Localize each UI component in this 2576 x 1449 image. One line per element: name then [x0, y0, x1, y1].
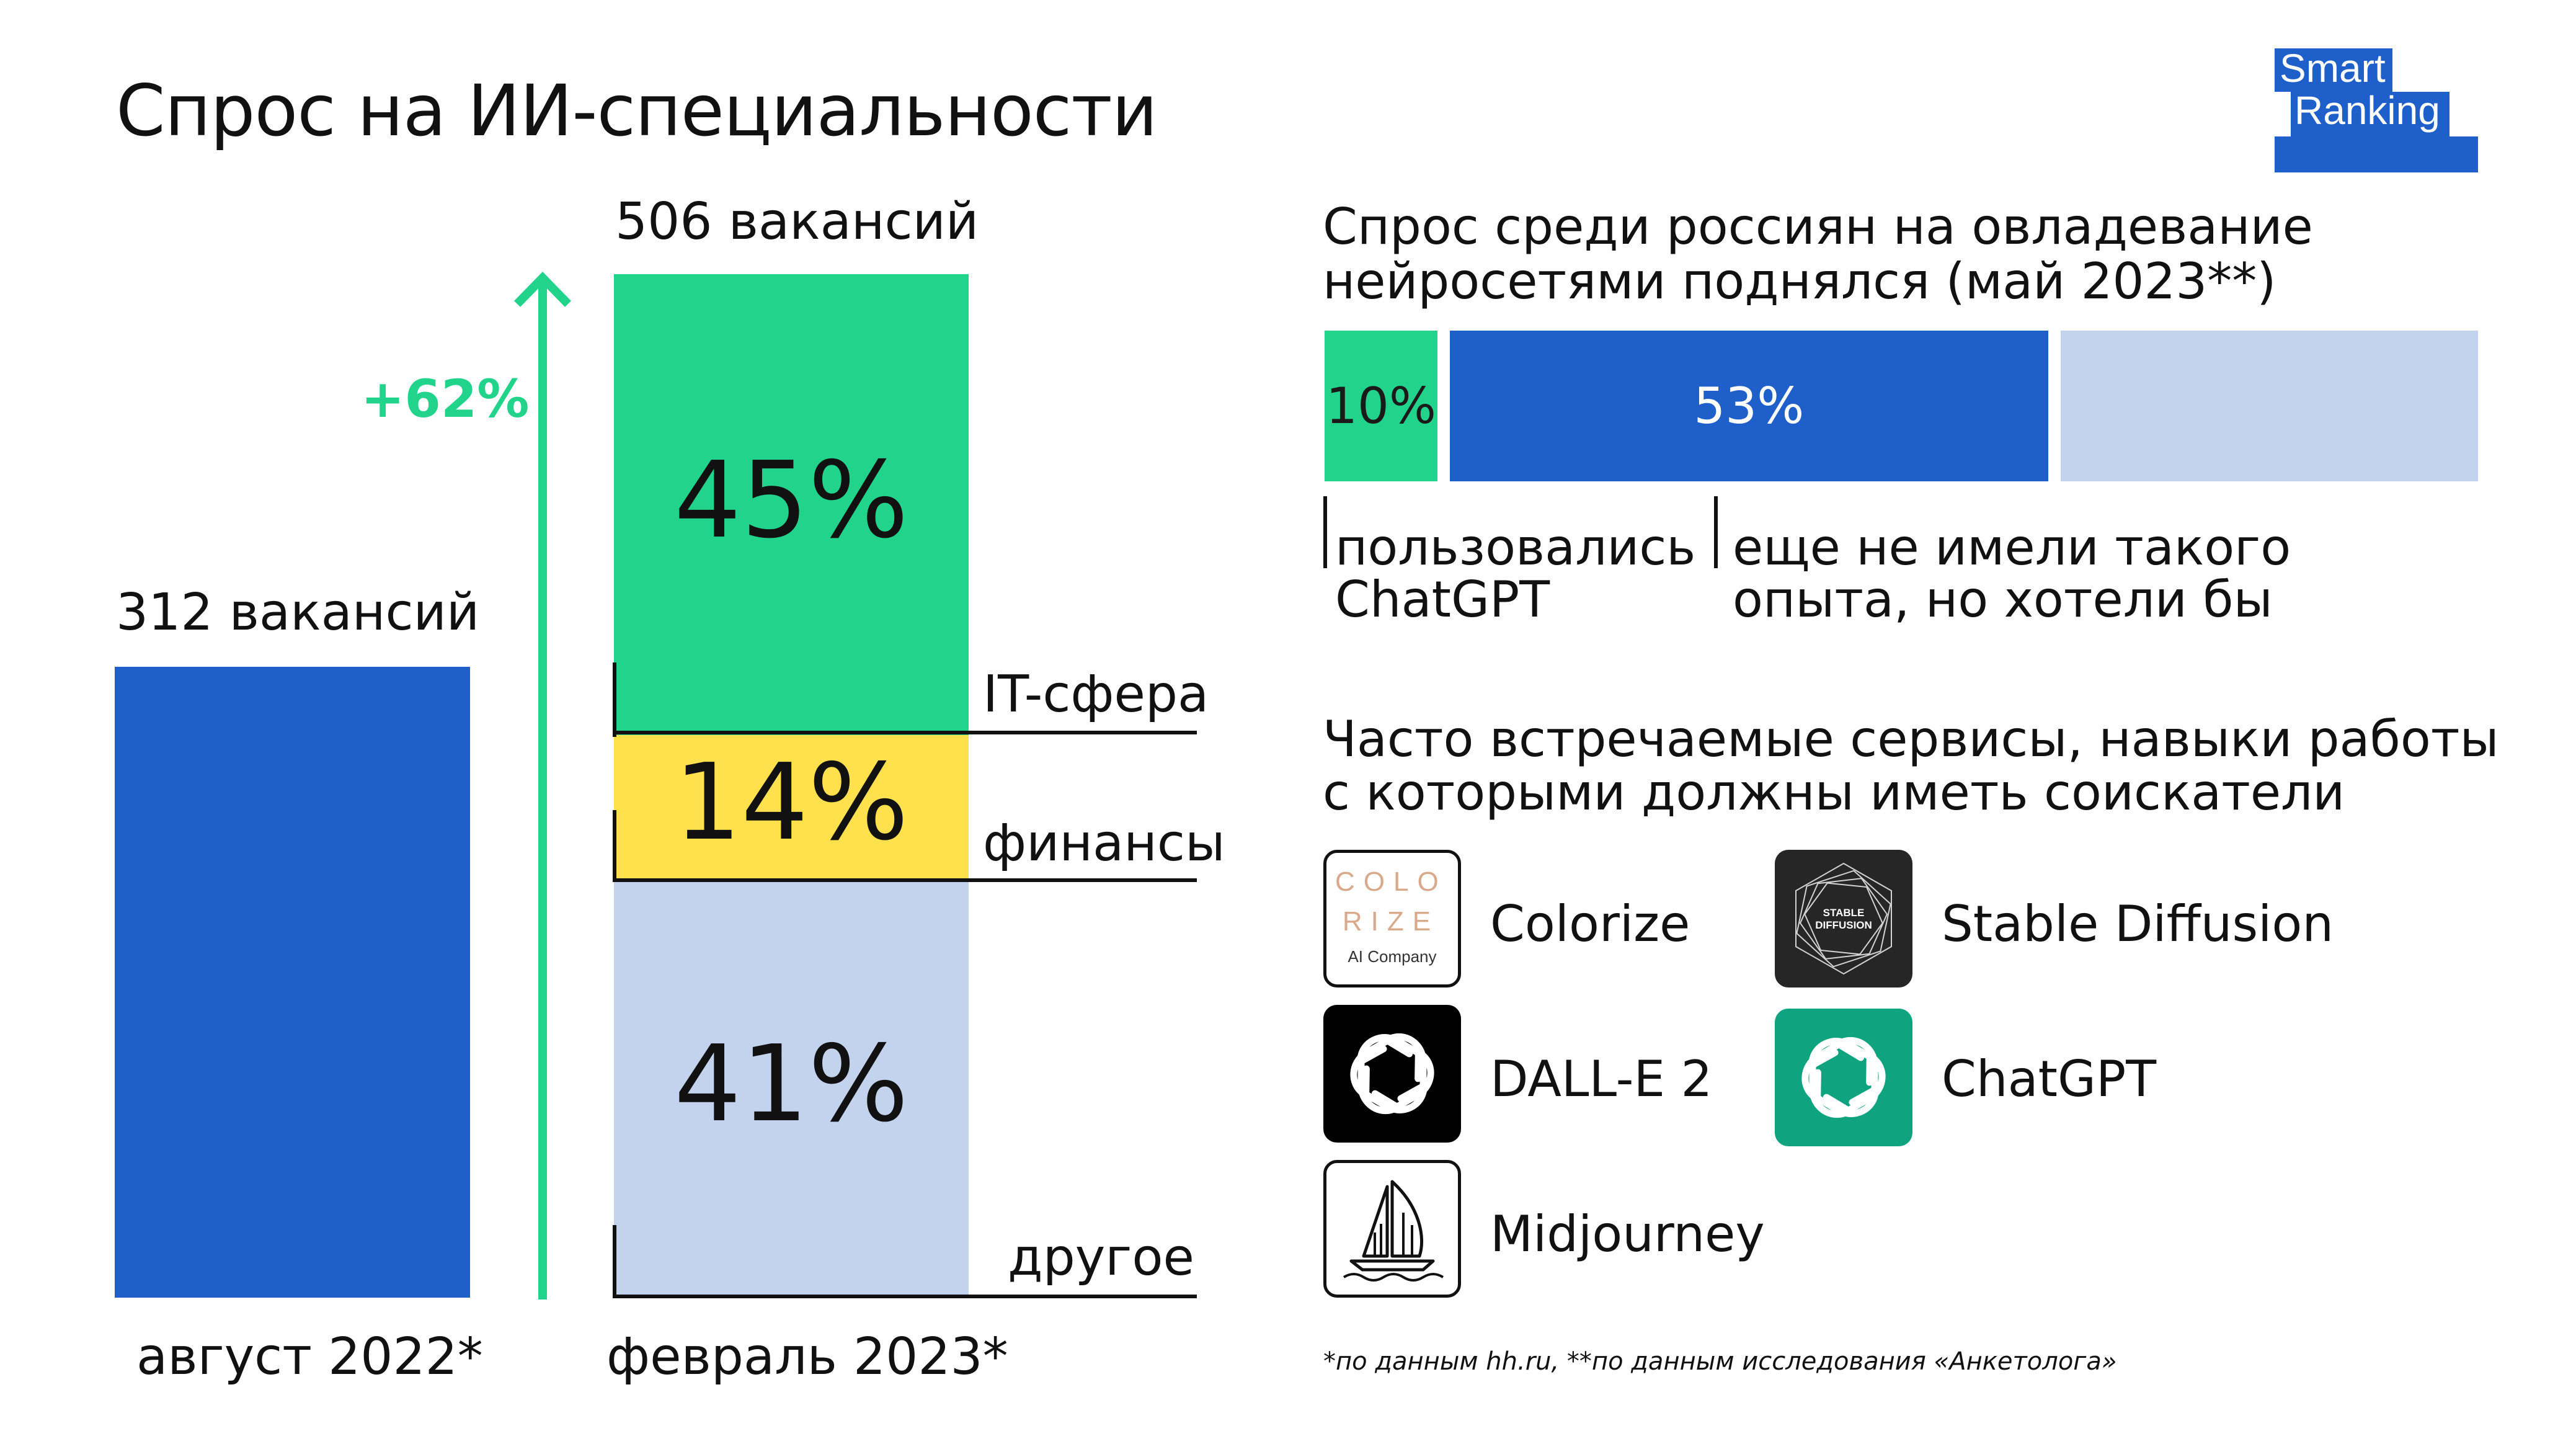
segment-it-pct: 45%	[674, 439, 908, 563]
segment-it: 45%	[614, 274, 969, 735]
survey-segment-label-2: 53%	[1694, 377, 1805, 435]
services-heading-line1: Часто встречаемые сервисы, навыки работы	[1323, 710, 2499, 768]
leader-tick-other	[613, 1225, 616, 1298]
survey-segment-label-1: 10%	[1326, 377, 1436, 435]
service-name-midjourney: Midjourney	[1490, 1205, 1765, 1263]
colorize-logo-text-1: COLO	[1335, 867, 1447, 897]
logo-line1: Smart	[2280, 46, 2386, 91]
service-name-chatgpt: ChatGPT	[1942, 1050, 2157, 1108]
segment-label-used-line1: пользовались	[1335, 519, 1696, 576]
bar-february-2023: 45% 14% 41%	[614, 274, 969, 1298]
survey-segment-1: 10%	[1325, 331, 1437, 481]
leader-line-other	[613, 1295, 1197, 1298]
segment-finance-pct: 14%	[674, 741, 908, 864]
stable-diffusion-logo-icon: STABLE DIFFUSION	[1775, 850, 1912, 988]
survey-segment-3	[2060, 331, 2478, 481]
segment-other-pct: 41%	[674, 1022, 908, 1146]
colorize-logo-text-2: RIZE	[1342, 906, 1440, 937]
category-label-aug: август 2022*	[136, 1327, 483, 1386]
sd-logo-text-2: DIFFUSION	[1815, 919, 1872, 931]
segment-label-want-line2: опыта, но хотели бы	[1733, 571, 2273, 628]
segment-label-other: другое	[1008, 1228, 1194, 1287]
growth-arrow-icon	[513, 271, 572, 1300]
survey-title-line1: Спрос среди россиян на овладевание	[1323, 198, 2313, 256]
segment-label-it: IT-сфера	[983, 665, 1209, 724]
colorize-logo-text-3: AI Company	[1348, 947, 1437, 966]
service-name-dalle2: DALL-E 2	[1490, 1050, 1713, 1108]
category-label-feb: февраль 2023*	[606, 1327, 1008, 1386]
colorize-logo-icon: COLO RIZE AI Company	[1323, 850, 1461, 988]
leader-line-finance	[613, 878, 1197, 882]
segment-other: 41%	[614, 878, 969, 1298]
leader-tick-finance	[613, 810, 616, 882]
growth-label: +62%	[361, 368, 530, 429]
value-label-aug: 312 вакансий	[116, 583, 480, 642]
survey-bar: 10% 53%	[1325, 331, 2478, 481]
chatgpt-logo-icon	[1775, 1009, 1912, 1146]
logo-line2: Ranking	[2294, 88, 2440, 133]
page-title: Спрос на ИИ-специальности	[116, 69, 1158, 152]
bar-august-2022	[115, 666, 470, 1298]
survey-segment-2: 53%	[1450, 331, 2048, 481]
survey-title-line2: нейросетями поднялся (май 2023**)	[1323, 252, 2276, 310]
service-name-colorize: Colorize	[1490, 895, 1690, 953]
midjourney-sailboat-icon	[1323, 1160, 1461, 1298]
services-heading-line2: с которыми должны иметь соискатели	[1323, 764, 2345, 821]
segment-label-finance: финансы	[983, 814, 1225, 873]
segment-finance: 14%	[614, 734, 969, 878]
segment-label-used-line2: ChatGPT	[1335, 571, 1550, 628]
openai-logo-icon	[1323, 1005, 1461, 1143]
footnote: *по данным hh.ru, **по данным исследован…	[1323, 1347, 2117, 1376]
leader-line-it	[613, 731, 1197, 734]
segment-label-want-line1: еще не имели такого	[1733, 519, 2291, 576]
sd-logo-text-1: STABLE	[1823, 907, 1865, 919]
service-name-stable-diffusion: Stable Diffusion	[1942, 895, 2334, 953]
leader-tick-it	[613, 662, 616, 737]
value-label-feb: 506 вакансий	[615, 192, 979, 251]
leader-tick-want	[1714, 496, 1718, 568]
leader-tick-used	[1323, 496, 1327, 568]
